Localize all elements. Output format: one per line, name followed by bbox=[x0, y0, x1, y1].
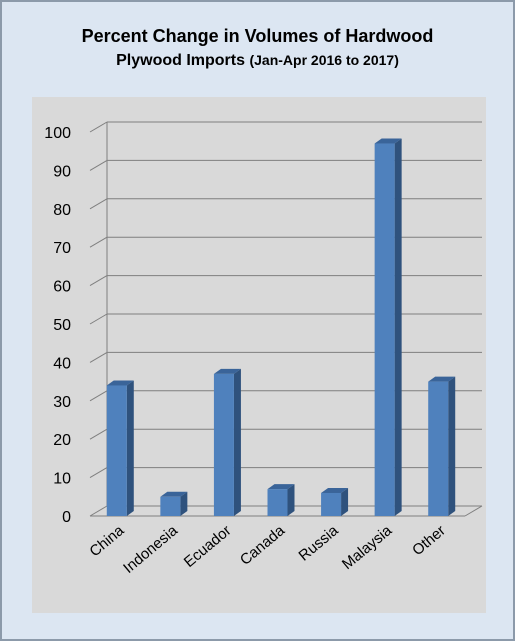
bar-other bbox=[428, 376, 456, 516]
gridline-side bbox=[89, 467, 108, 479]
gridline-side bbox=[89, 428, 108, 440]
gridline-side bbox=[89, 159, 108, 171]
bar-russia bbox=[321, 487, 349, 516]
gridline-side bbox=[89, 198, 108, 210]
bar-malaysia bbox=[374, 138, 402, 516]
gridline-side bbox=[89, 236, 108, 248]
bar-side bbox=[287, 484, 295, 516]
y-tick-label: 50 bbox=[53, 317, 71, 334]
y-tick-label: 80 bbox=[53, 202, 71, 219]
bar-side bbox=[448, 376, 456, 516]
gridline-side bbox=[89, 121, 108, 133]
gridline-side bbox=[89, 313, 108, 325]
bar-front bbox=[160, 496, 181, 516]
bars bbox=[106, 138, 456, 516]
bar-top bbox=[428, 376, 456, 382]
bar-front bbox=[321, 492, 342, 516]
plot-area-background bbox=[32, 97, 486, 613]
bar-canada bbox=[267, 484, 295, 516]
y-tick-label: 40 bbox=[53, 355, 71, 372]
y-tick-label: 0 bbox=[62, 509, 71, 526]
bar-front bbox=[428, 381, 449, 516]
gridline-side bbox=[89, 351, 108, 363]
chart-title-suffix: (Jan-Apr 2016 to 2017) bbox=[249, 52, 399, 68]
y-axis-tick-labels: 0 10 20 30 40 50 60 70 80 90 100 bbox=[44, 125, 71, 526]
gridline-side bbox=[89, 275, 108, 287]
bar-indonesia bbox=[160, 491, 188, 516]
chart-title-line2-main: Plywood Imports bbox=[116, 52, 246, 69]
bar-side bbox=[180, 491, 188, 516]
y-tick-label: 70 bbox=[53, 240, 71, 257]
gridline-side bbox=[89, 390, 108, 402]
floor-right-edge bbox=[464, 505, 483, 517]
gridline-side bbox=[89, 505, 108, 517]
bar-front bbox=[106, 385, 127, 516]
bar-top bbox=[321, 487, 349, 493]
bar-front bbox=[213, 373, 234, 516]
bar-side bbox=[126, 380, 134, 516]
chart-title-line2: Plywood Imports (Jan-Apr 2016 to 2017) bbox=[0, 48, 515, 73]
y-tick-label: 30 bbox=[53, 394, 71, 411]
chart-title: Percent Change in Volumes of Hardwood Pl… bbox=[0, 24, 515, 73]
chart-title-line1: Percent Change in Volumes of Hardwood bbox=[81, 26, 434, 46]
bar-china bbox=[106, 380, 134, 516]
bar-side bbox=[394, 138, 402, 516]
bar-side bbox=[341, 487, 349, 516]
bar-top bbox=[106, 380, 134, 386]
bar-top bbox=[374, 138, 402, 144]
bar-top bbox=[160, 491, 188, 497]
y-tick-label: 60 bbox=[53, 279, 71, 296]
y-tick-label: 100 bbox=[44, 125, 71, 142]
bar-top bbox=[267, 484, 295, 490]
bar-front bbox=[267, 489, 288, 516]
bar-side bbox=[233, 368, 241, 516]
y-tick-label: 10 bbox=[53, 471, 71, 488]
bar-ecuador bbox=[213, 368, 241, 516]
y-tick-label: 20 bbox=[53, 432, 71, 449]
y-tick-label: 90 bbox=[53, 163, 71, 180]
bar-front bbox=[374, 143, 395, 516]
bar-top bbox=[213, 368, 241, 374]
